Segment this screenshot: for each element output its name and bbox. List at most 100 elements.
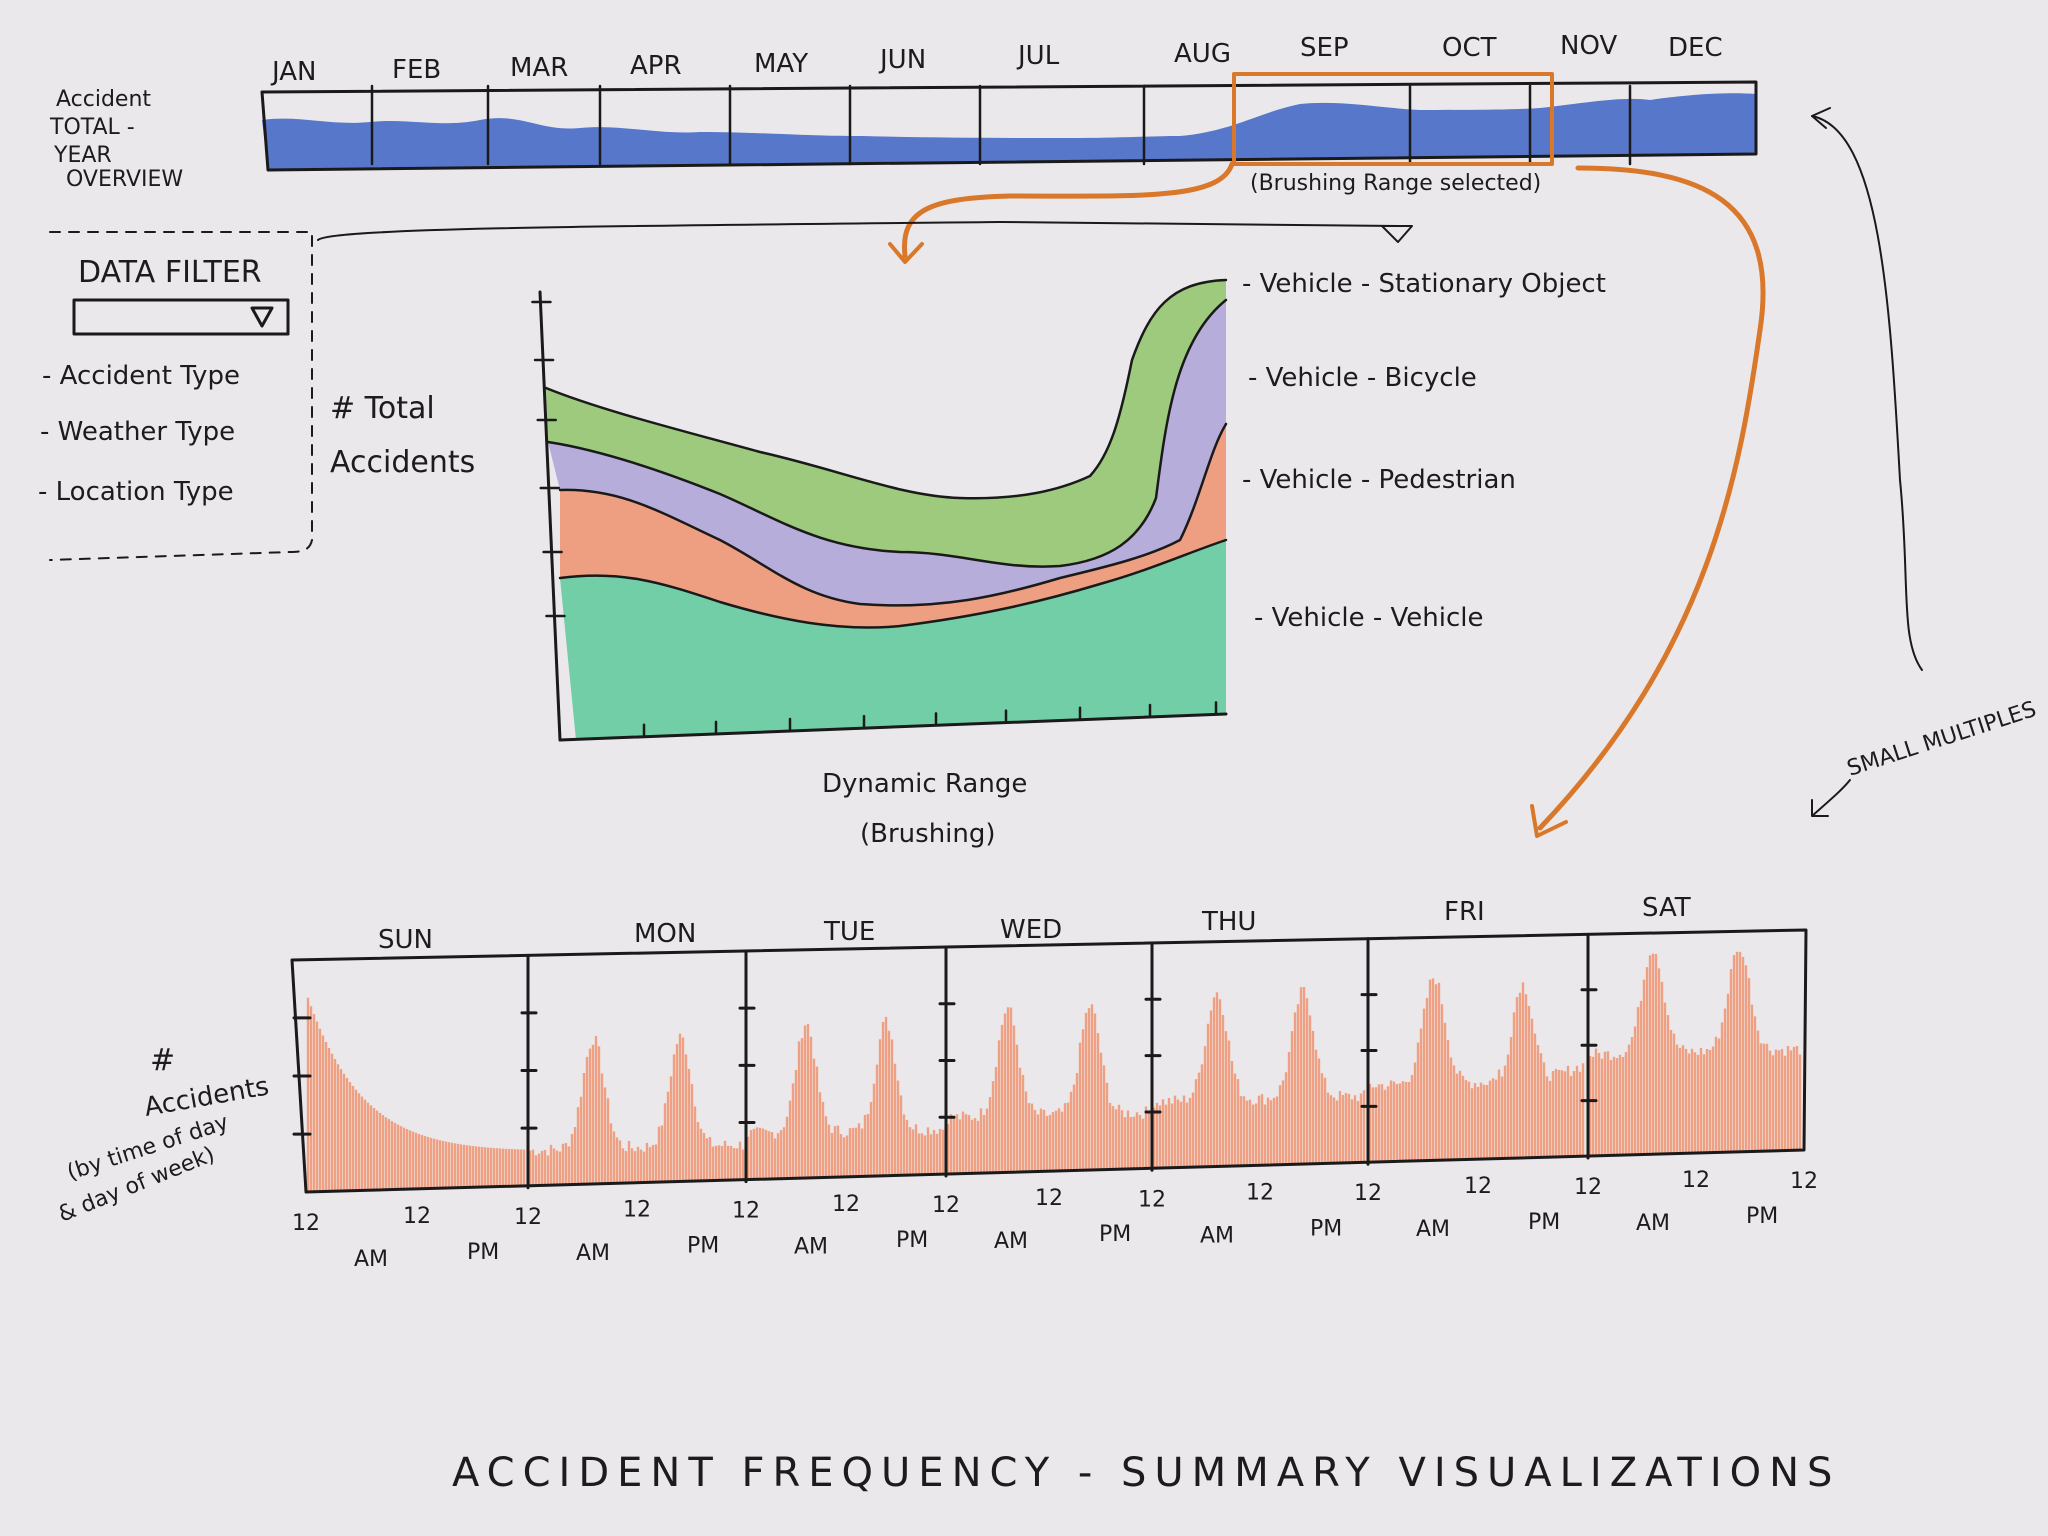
filter-item-weather-type[interactable]: - Weather Type bbox=[40, 417, 235, 447]
arrowhead-icon bbox=[1811, 107, 1831, 129]
layer-label-vehicle-vehicle: - Vehicle - Vehicle bbox=[1254, 603, 1484, 633]
pm-label: PM bbox=[896, 1228, 928, 1253]
arrowhead-icon bbox=[1811, 779, 1851, 817]
pm-label: PM bbox=[687, 1234, 719, 1259]
day-dividers bbox=[292, 932, 1598, 1190]
am-label: AM bbox=[354, 1247, 388, 1272]
filter-connector bbox=[317, 221, 1401, 241]
stream-x-label-2: (Brushing) bbox=[860, 819, 996, 849]
am-label: AM bbox=[576, 1241, 610, 1266]
stream-ticks bbox=[531, 300, 1218, 738]
overview-label-1: Accident bbox=[56, 87, 151, 112]
stream-y-label-1: # Total bbox=[330, 391, 435, 426]
week-y-label-1: # bbox=[150, 1043, 175, 1078]
month-label-feb: FEB bbox=[392, 55, 441, 85]
stream-axes bbox=[538, 290, 1228, 742]
day-label-sat: SAT bbox=[1642, 893, 1691, 923]
streamgraph: # Total Accidents - Vehicle - Stationary… bbox=[330, 269, 1606, 849]
small-multiples-arrow bbox=[1811, 115, 1923, 671]
am-label: AM bbox=[1200, 1223, 1234, 1248]
hour-tick-label: 12 bbox=[1574, 1175, 1602, 1200]
am-label: AM bbox=[794, 1235, 828, 1260]
boundary-line bbox=[544, 278, 1228, 500]
pm-label: PM bbox=[1099, 1222, 1131, 1247]
filter-dropdown[interactable] bbox=[72, 298, 290, 336]
hour-tick-label: 12 bbox=[514, 1205, 542, 1230]
month-label-aug: AUG bbox=[1174, 39, 1231, 69]
month-label-oct: OCT bbox=[1442, 33, 1497, 63]
hour-tick-label: 12 bbox=[1138, 1187, 1166, 1212]
month-label-mar: MAR bbox=[510, 53, 568, 83]
week-bars bbox=[306, 951, 1802, 1192]
pm-label: PM bbox=[1528, 1210, 1560, 1235]
page-title: ACCIDENT FREQUENCY - SUMMARY VISUALIZATI… bbox=[452, 1450, 1840, 1496]
pm-label: PM bbox=[467, 1240, 499, 1265]
hour-tick-label: 12 bbox=[732, 1199, 760, 1224]
data-filter-panel: DATA FILTER - Accident Type - Weather Ty… bbox=[38, 231, 313, 561]
hour-tick-label: 12 bbox=[1354, 1181, 1382, 1206]
day-label-sun: SUN bbox=[378, 925, 433, 955]
day-label-wed: WED bbox=[1000, 915, 1062, 945]
day-label-tue: TUE bbox=[823, 917, 875, 947]
arrowhead-icon bbox=[1530, 804, 1568, 838]
hour-tick-label: 12 bbox=[832, 1192, 860, 1217]
hour-tick-label: 12 bbox=[1790, 1169, 1818, 1194]
brush-arrow-to-stream bbox=[901, 161, 1235, 259]
day-labels: SUN MON TUE WED THU FRI SAT bbox=[378, 893, 1691, 955]
month-labels: JAN FEB MAR APR MAY JUN JUL AUG SEP OCT NOV DEC bbox=[270, 31, 1723, 87]
layer-label-stationary-object: - Vehicle - Stationary Object bbox=[1242, 269, 1606, 299]
month-label-dec: DEC bbox=[1668, 33, 1723, 63]
filter-item-accident-type[interactable]: - Accident Type bbox=[42, 361, 240, 391]
hour-tick-label: 12 bbox=[1682, 1168, 1710, 1193]
layer-vehicle-pedestrian bbox=[560, 424, 1226, 628]
month-label-apr: APR bbox=[630, 51, 682, 81]
layer-vehicle-stationary-object bbox=[546, 280, 1226, 567]
arrowhead-icon bbox=[888, 242, 924, 264]
hour-tick-label: 12 bbox=[932, 1193, 960, 1218]
stream-y-label-2: Accidents bbox=[330, 445, 475, 480]
boundary-line bbox=[558, 538, 1228, 629]
brush-arrow-to-week bbox=[1537, 165, 1766, 831]
overview-frame bbox=[260, 80, 1758, 172]
hour-tick-label: 12 bbox=[623, 1198, 651, 1223]
month-label-nov: NOV bbox=[1560, 31, 1617, 61]
am-label: AM bbox=[1636, 1211, 1670, 1236]
hour-tick-label: 12 bbox=[1246, 1180, 1274, 1205]
hour-tick-label: 12 bbox=[403, 1204, 431, 1229]
boundary-line bbox=[558, 422, 1228, 607]
layer-vehicle-bicycle bbox=[548, 300, 1226, 606]
triangle-down-icon bbox=[1381, 225, 1413, 243]
brush-note: (Brushing Range selected) bbox=[1250, 171, 1541, 196]
year-overview: Accident TOTAL - YEAR OVERVIEW JAN FEB MAR… bbox=[49, 31, 1766, 838]
small-multiples-label: SMALL MULTIPLES bbox=[1844, 697, 2039, 782]
boundary-line bbox=[546, 298, 1228, 568]
stream-x-label-1: Dynamic Range bbox=[822, 769, 1027, 799]
overview-area bbox=[262, 93, 1756, 170]
week-frame bbox=[290, 928, 1808, 1194]
hour-tick-label: 12 bbox=[1035, 1186, 1063, 1211]
hour-tick-label: 12 bbox=[292, 1211, 320, 1236]
week-panel: # Accidents (by time of day & day of wee… bbox=[55, 893, 1818, 1272]
month-label-jul: JUL bbox=[1016, 41, 1060, 71]
overview-label-4: OVERVIEW bbox=[66, 167, 183, 192]
month-label-may: MAY bbox=[754, 49, 808, 79]
month-label-sep: SEP bbox=[1300, 33, 1349, 63]
overview-label-3: YEAR bbox=[53, 143, 112, 168]
layer-label-bicycle: - Vehicle - Bicycle bbox=[1248, 363, 1477, 393]
filter-item-location-type[interactable]: - Location Type bbox=[38, 477, 234, 507]
hour-tick-label: 12 bbox=[1464, 1174, 1492, 1199]
am-label: AM bbox=[1416, 1217, 1450, 1242]
overview-label-2: TOTAL - bbox=[49, 115, 135, 140]
layer-label-pedestrian: - Vehicle - Pedestrian bbox=[1242, 465, 1516, 495]
layer-vehicle-vehicle bbox=[560, 540, 1226, 740]
day-label-thu: THU bbox=[1201, 907, 1256, 937]
filter-title: DATA FILTER bbox=[78, 255, 262, 290]
month-label-jan: JAN bbox=[270, 57, 316, 87]
triangle-down-icon bbox=[250, 306, 274, 328]
day-label-fri: FRI bbox=[1444, 897, 1485, 927]
filter-panel-border bbox=[49, 231, 313, 561]
day-label-mon: MON bbox=[634, 919, 696, 949]
brush-selection[interactable] bbox=[1232, 72, 1554, 166]
